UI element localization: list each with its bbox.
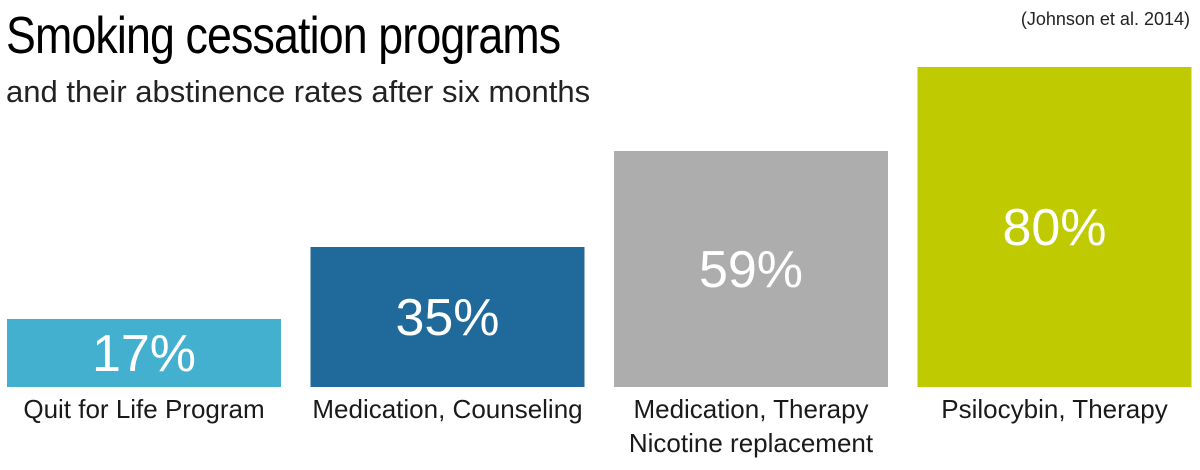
bar-value-label-2: 35% bbox=[395, 289, 499, 347]
bar-2 bbox=[310, 247, 585, 387]
bar-4 bbox=[917, 67, 1192, 387]
bar-1 bbox=[7, 319, 281, 387]
chart-title: Smoking cessation programs bbox=[6, 7, 561, 65]
chart-source: (Johnson et al. 2014) bbox=[1020, 9, 1190, 29]
bar-value-label-1: 17% bbox=[92, 325, 196, 383]
category-label-3-line-2: Nicotine replacement bbox=[629, 428, 874, 458]
bar-value-label-3: 59% bbox=[699, 241, 803, 299]
category-label-1-line-1: Quit for Life Program bbox=[23, 394, 264, 424]
category-label-4-line-1: Psilocybin, Therapy bbox=[941, 394, 1167, 424]
bar-3 bbox=[614, 151, 888, 387]
bar-value-label-4: 80% bbox=[1002, 199, 1106, 257]
category-label-3-line-1: Medication, Therapy bbox=[633, 394, 868, 424]
chart-subtitle: and their abstinence rates after six mon… bbox=[6, 74, 591, 109]
category-label-2-line-1: Medication, Counseling bbox=[312, 394, 582, 424]
